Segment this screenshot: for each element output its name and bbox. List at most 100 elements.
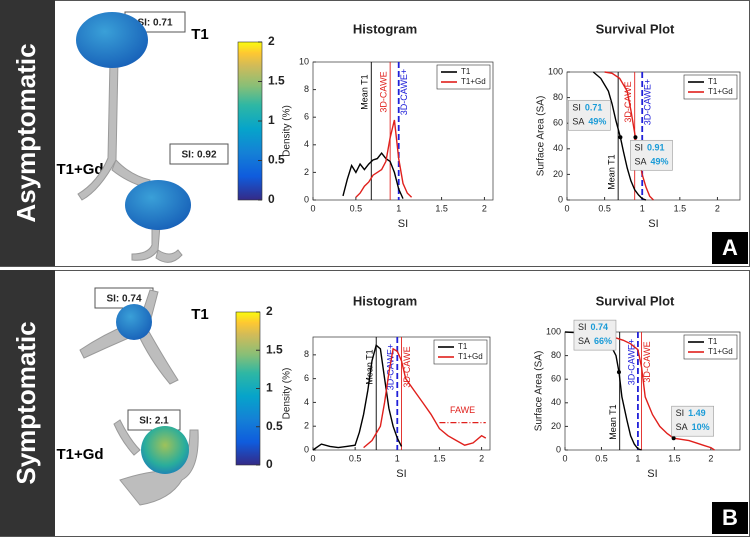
y-tick-label: 4	[304, 139, 309, 149]
y-tick-label: 60	[551, 374, 561, 384]
y-tick-label: 100	[548, 66, 563, 76]
si-label: SI: 2.1	[139, 416, 169, 427]
annotation-value: 1.49	[688, 409, 706, 419]
annotation-value: 66%	[594, 336, 612, 346]
y-tick-label: 80	[551, 350, 561, 360]
threshold-label: Mean T1	[608, 404, 618, 439]
y-axis-label: Surface Area (SA)	[534, 351, 545, 432]
y-tick-label: 6	[304, 112, 309, 122]
annotation-value: 49%	[588, 117, 606, 127]
data-line	[363, 347, 487, 449]
x-tick-label: 1	[395, 453, 400, 463]
legend-label: T1+Gd	[458, 352, 483, 361]
legend-box	[433, 339, 488, 365]
y-axis-label: Density (%)	[282, 368, 293, 420]
threshold-label: Mean T1	[365, 349, 375, 384]
colorbar-tick-label: 2	[268, 34, 275, 48]
gd-label: T1+Gd	[56, 161, 103, 178]
y-axis-label: Density (%)	[282, 105, 293, 157]
annotation-point	[633, 135, 638, 140]
legend-box	[683, 334, 738, 360]
legend-label: T1	[708, 77, 718, 86]
x-tick-label: 1.5	[668, 453, 681, 463]
y-tick-label: 80	[553, 92, 563, 102]
annotation-point	[618, 135, 623, 140]
colorbar-tick-label: 1.5	[266, 342, 283, 356]
panel-name: Symptomatic	[11, 321, 41, 484]
data-line	[355, 119, 413, 198]
annotation-key: SI	[572, 103, 581, 113]
threshold-label: 3D-CAWE+	[643, 79, 653, 125]
si-label: SI: 0.92	[181, 150, 216, 161]
annotation-key: SI	[578, 322, 587, 332]
y-tick-label: 0	[304, 194, 309, 204]
x-axis-label: SI	[398, 218, 408, 230]
x-tick-label: 1	[635, 453, 640, 463]
annotation-box	[671, 405, 714, 437]
annotation-text: SI 0.91	[634, 143, 664, 153]
panel-name: Asymptomatic	[11, 43, 41, 222]
data-line	[586, 331, 715, 451]
chart-title: Histogram	[353, 21, 417, 36]
legend-label: T1	[708, 337, 718, 346]
chart-title: Survival Plot	[596, 21, 675, 36]
x-axis-label: SI	[647, 468, 657, 480]
y-tick-label: 6	[304, 373, 309, 383]
x-tick-label: 1.5	[435, 203, 448, 213]
x-axis-label: SI	[648, 218, 658, 230]
annotation-key: SA	[572, 117, 584, 127]
annotation-text: SA 10%	[676, 423, 710, 433]
threshold-label: 3D-CAWE+	[626, 339, 636, 385]
annotation-key: SI	[634, 143, 643, 153]
y-tick-label: 0	[304, 444, 309, 454]
y-tick-label: 0	[558, 194, 563, 204]
chart-title: Survival Plot	[596, 293, 675, 308]
x-tick-label: 0.5	[598, 203, 611, 213]
x-tick-label: 2	[482, 203, 487, 213]
si-box	[169, 143, 229, 165]
y-tick-label: 0	[556, 444, 561, 454]
colorbar-tick-label: 0.5	[266, 419, 283, 433]
x-tick-label: 1.5	[674, 203, 687, 213]
x-tick-label: 0.5	[595, 453, 608, 463]
x-axis-label: SI	[396, 468, 406, 480]
t1-label: T1	[191, 306, 209, 323]
y-tick-label: 8	[304, 84, 309, 94]
x-tick-label: 1	[396, 203, 401, 213]
panel-letter: B	[722, 505, 738, 530]
x-tick-label: 0	[310, 453, 315, 463]
letter-box	[712, 232, 748, 264]
colorbar-tick-label: 0.5	[268, 153, 285, 167]
threshold-label: 3D-CAWE	[642, 341, 652, 382]
annotation-box	[630, 139, 673, 171]
annotation-value: 0.74	[590, 322, 608, 332]
colorbar-tick-label: 0	[268, 192, 275, 206]
x-tick-label: 0	[310, 203, 315, 213]
x-tick-label: 1.5	[433, 453, 446, 463]
annotation-key: SA	[578, 336, 590, 346]
annotation-box	[568, 99, 611, 131]
annotation-text: SI 0.71	[572, 103, 602, 113]
x-tick-label: 2	[715, 203, 720, 213]
y-tick-label: 40	[551, 397, 561, 407]
annotation-text: SI 0.74	[578, 322, 608, 332]
y-tick-label: 60	[553, 118, 563, 128]
annotation-text: SA 49%	[572, 117, 606, 127]
legend-box	[436, 64, 491, 90]
colorbar-tick-label: 1.5	[268, 74, 285, 88]
threshold-label: 3D-CAWE+	[399, 69, 409, 115]
data-line	[312, 344, 403, 451]
legend-label: T1+Gd	[708, 347, 733, 356]
legend-label: T1+Gd	[461, 77, 486, 86]
chart-title: Histogram	[353, 293, 417, 308]
side-bar	[0, 270, 55, 536]
x-tick-label: 0	[564, 203, 569, 213]
threshold-label: 3D-CAWE	[379, 71, 389, 112]
letter-box	[712, 502, 748, 534]
annotation-key: SA	[634, 157, 646, 167]
annotation-text: SA 66%	[578, 336, 612, 346]
threshold-label: 3D-CAWE	[623, 81, 633, 122]
x-tick-label: 0.5	[349, 453, 362, 463]
data-line	[592, 71, 647, 201]
